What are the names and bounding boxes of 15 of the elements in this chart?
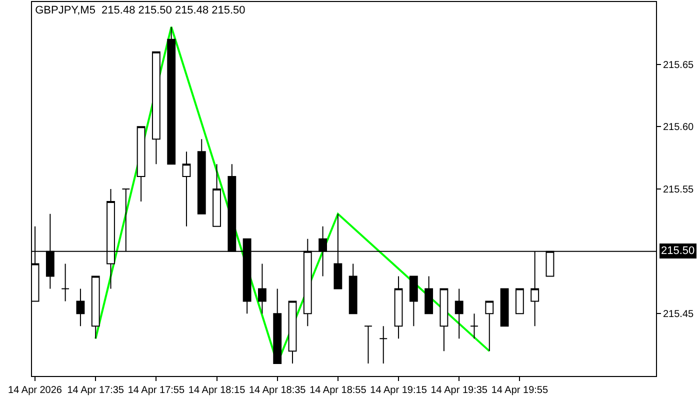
y-tick-label: 215.60 [663,122,694,134]
x-tick-label: 14 Apr 17:35 [67,385,124,396]
x-tick-label: 14 Apr 19:55 [491,385,548,396]
y-tick-label: 215.55 [663,184,694,196]
y-tick-label: 215.65 [663,60,694,71]
x-tick-label: 14 Apr 17:55 [128,385,185,396]
x-tick-label: 14 Apr 19:15 [370,385,428,396]
y-tick-label: 215.45 [663,309,694,320]
ref-line-label: 215.50 [661,245,695,257]
x-tick-label: 14 Apr 18:35 [249,385,306,396]
x-tick-label: 14 Apr 19:35 [430,385,488,396]
x-tick-label: 14 Apr 18:55 [310,385,367,396]
x-tick-label: 14 Apr 2026 [8,385,62,396]
x-tick-label: 14 Apr 18:15 [188,385,246,396]
chart-title: GBPJPY,M5 215.48 215.50 215.48 215.50 [35,4,246,17]
